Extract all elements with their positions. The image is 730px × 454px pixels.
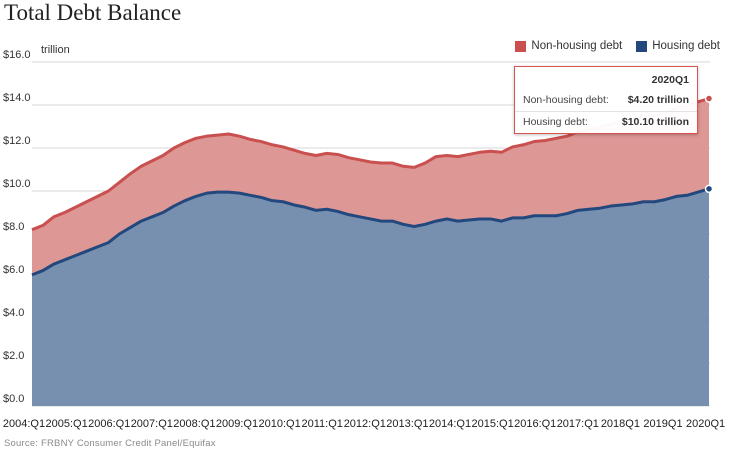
y-tick-label: $6.0: [3, 264, 24, 276]
x-tick-label: 2004:Q1: [3, 418, 45, 430]
legend-label-housing: Housing debt: [652, 40, 720, 52]
y-axis-unit-label: trillion: [41, 44, 70, 56]
x-tick-label: 2019Q1: [643, 418, 682, 430]
tooltip-row-non-housing: Non-housing debt: $4.20 trillion: [515, 90, 697, 111]
tooltip-value-housing: $10.10 trillion: [621, 116, 689, 128]
legend-swatch-non-housing: [515, 40, 527, 52]
x-tick-label: 2018Q1: [601, 418, 640, 430]
source-note: Source: FRBNY Consumer Credit Panel/Equi…: [4, 438, 216, 449]
x-tick-label: 2007:Q1: [131, 418, 173, 430]
non-housing-area: [32, 98, 709, 275]
x-tick-label: 2006:Q1: [88, 418, 130, 430]
tooltip-row-housing: Housing debt: $10.10 trillion: [515, 111, 697, 133]
x-tick-label: 2008:Q1: [173, 418, 215, 430]
legend-item-non-housing[interactable]: Non-housing debt: [515, 40, 622, 52]
chart-title: Total Debt Balance: [4, 0, 182, 25]
x-tick-label: 2005:Q1: [45, 418, 87, 430]
housing-end-marker: [704, 184, 714, 194]
tooltip-label-housing: Housing debt:: [523, 116, 588, 128]
x-tick-label: 2011:Q1: [302, 418, 343, 430]
non-housing-end-marker: [704, 94, 714, 103]
y-tick-label: $16.0: [3, 49, 31, 61]
y-tick-label: $12.0: [3, 135, 31, 147]
housing-line: [31, 187, 710, 277]
y-tick-label: $0.0: [3, 393, 24, 405]
x-tick-label: 2015:Q1: [471, 418, 513, 430]
y-tick-label: $14.0: [3, 92, 31, 104]
x-tick-label: 2009:Q1: [216, 418, 258, 430]
y-tick-label: $10.0: [3, 178, 31, 190]
x-tick-label: 2017:Q1: [557, 418, 599, 430]
y-tick-label: $4.0: [3, 307, 24, 319]
x-tick-label: 2010:Q1: [258, 418, 300, 430]
housing-area: [32, 188, 709, 406]
legend-swatch-housing: [636, 40, 648, 52]
tooltip-period: 2020Q1: [651, 74, 689, 86]
legend-item-housing[interactable]: Housing debt: [636, 40, 720, 52]
x-tick-label: 2013:Q1: [386, 418, 428, 430]
y-tick-label: $8.0: [3, 221, 24, 233]
tooltip-value-non-housing: $4.20 trillion: [627, 94, 689, 106]
data-tooltip: 2020Q1 Non-housing debt: $4.20 trillion …: [514, 66, 698, 134]
legend-label-non-housing: Non-housing debt: [531, 40, 623, 52]
x-tick-label: 2016:Q1: [514, 418, 556, 430]
x-tick-label: 2014:Q1: [429, 418, 471, 430]
tooltip-label-non-housing: Non-housing debt:: [523, 94, 609, 106]
x-tick-label: 2012:Q1: [344, 418, 386, 430]
x-tick-label: 2020Q1: [686, 418, 725, 430]
y-tick-label: $2.0: [3, 350, 24, 362]
legend: Non-housing debt Housing debt: [515, 40, 720, 52]
